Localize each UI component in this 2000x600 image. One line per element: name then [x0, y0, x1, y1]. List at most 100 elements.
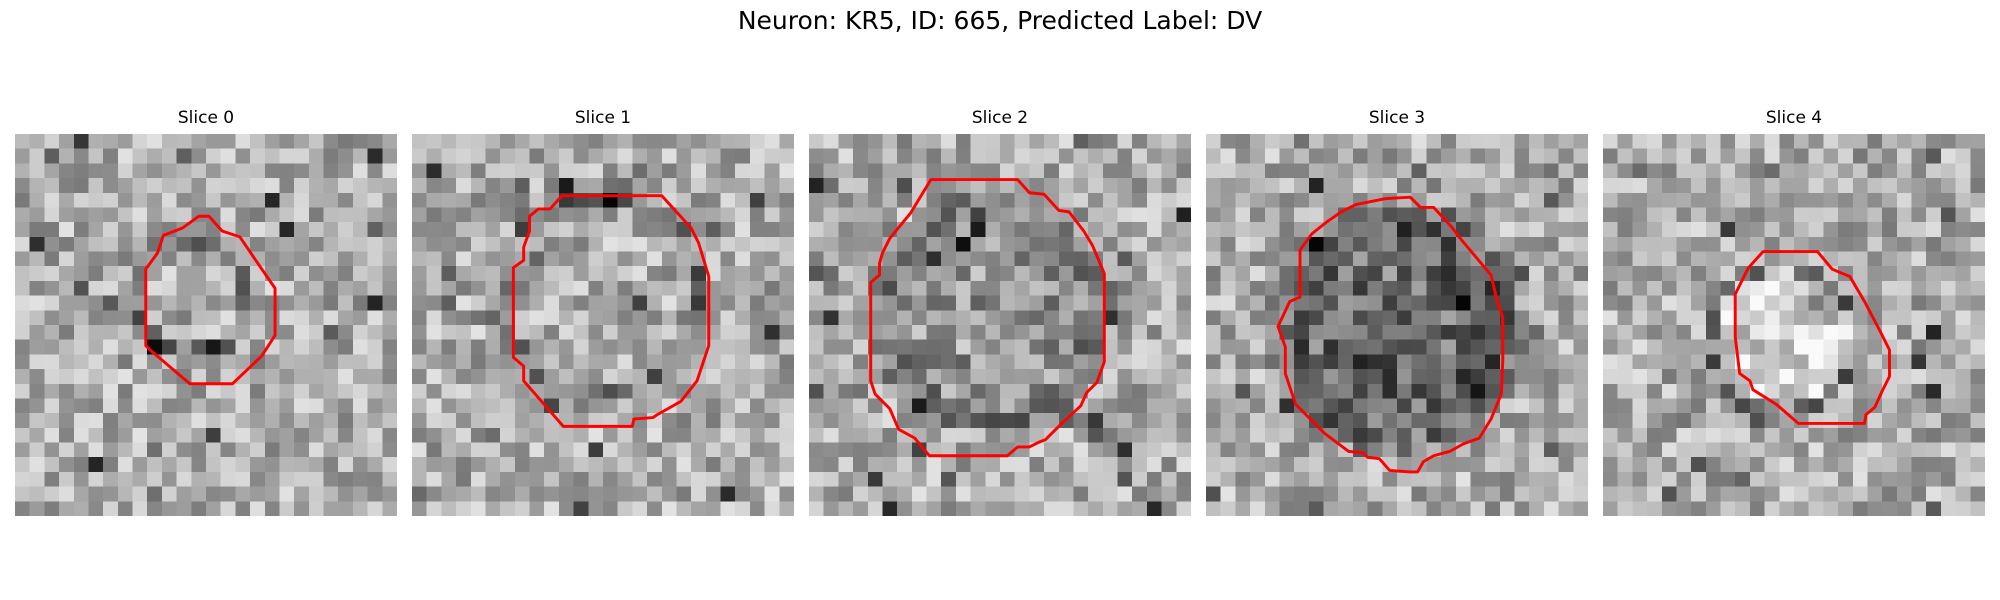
pixel	[117, 501, 133, 516]
pixel	[323, 398, 339, 414]
pixel	[279, 148, 295, 164]
pixel	[1617, 148, 1633, 164]
pixel	[529, 207, 545, 223]
pixel	[1779, 398, 1795, 414]
pixel	[1720, 339, 1736, 355]
pixel	[1735, 471, 1751, 487]
pixel	[1823, 280, 1839, 296]
pixel	[1132, 413, 1148, 429]
pixel	[1808, 266, 1824, 282]
pixel	[1764, 471, 1780, 487]
pixel	[544, 222, 560, 238]
pixel	[1250, 398, 1266, 414]
pixel	[382, 192, 397, 208]
pixel	[1691, 325, 1707, 340]
pixel	[1558, 486, 1574, 502]
pixel	[147, 266, 163, 282]
pixel	[764, 354, 780, 370]
pixel	[456, 354, 472, 370]
pixel	[367, 442, 383, 458]
pixel	[691, 486, 707, 502]
pixel	[1838, 427, 1854, 443]
pixel	[1485, 134, 1501, 149]
pixel	[544, 236, 560, 252]
pixel	[838, 207, 854, 223]
pixel	[206, 236, 221, 252]
pixel	[1161, 148, 1177, 164]
pixel	[1514, 134, 1530, 149]
pixel	[1382, 134, 1398, 149]
pixel	[1867, 266, 1883, 282]
pixel	[1058, 134, 1074, 149]
pixel	[1058, 369, 1074, 385]
pixel	[44, 325, 60, 340]
pixel	[1794, 148, 1809, 164]
pixel	[1058, 398, 1074, 414]
pixel	[1161, 398, 1177, 414]
pixel	[1176, 339, 1191, 355]
pixel	[661, 266, 677, 282]
pixel	[441, 457, 457, 473]
pixel	[44, 369, 60, 385]
pixel	[764, 398, 780, 414]
pixel	[661, 178, 677, 194]
pixel	[1470, 163, 1486, 179]
pixel	[367, 310, 383, 326]
pixel	[1382, 325, 1398, 340]
pixel	[764, 207, 780, 223]
pixel	[1485, 148, 1501, 164]
pixel	[1323, 501, 1339, 516]
pixel	[823, 354, 839, 370]
pixel	[1926, 134, 1942, 149]
pixel	[573, 369, 589, 385]
pixel	[970, 266, 986, 282]
pixel	[573, 354, 589, 370]
pixel	[485, 427, 501, 443]
pixel	[1691, 207, 1707, 223]
pixel	[1852, 486, 1868, 502]
pixel	[1852, 325, 1868, 340]
pixel	[15, 266, 30, 282]
pixel	[250, 398, 266, 414]
pixel	[911, 178, 927, 194]
pixel	[279, 501, 295, 516]
pixel	[500, 427, 516, 443]
pixel	[1514, 236, 1530, 252]
pixel	[1647, 310, 1663, 326]
pixel	[764, 178, 780, 194]
pixel	[1735, 295, 1751, 311]
pixel	[1970, 295, 1985, 311]
pixel	[853, 163, 869, 179]
pixel	[1955, 148, 1971, 164]
pixel	[1603, 457, 1618, 473]
pixel	[1352, 163, 1368, 179]
pixel	[220, 354, 236, 370]
pixel	[352, 178, 368, 194]
pixel	[1382, 295, 1398, 311]
pixel	[1132, 280, 1148, 296]
pixel	[911, 369, 927, 385]
pixel	[117, 134, 133, 149]
pixel	[250, 427, 266, 443]
pixel	[941, 178, 957, 194]
pixel	[132, 222, 148, 238]
pixel	[382, 163, 397, 179]
pixel	[456, 148, 472, 164]
pixel	[1161, 178, 1177, 194]
pixel	[44, 486, 60, 502]
pixel	[1794, 310, 1809, 326]
pixel	[279, 442, 295, 458]
pixel	[1779, 427, 1795, 443]
pixel	[1749, 192, 1765, 208]
pixel	[1691, 192, 1707, 208]
pixel	[941, 192, 957, 208]
pixel	[1896, 457, 1912, 473]
pixel	[911, 163, 927, 179]
pixel	[44, 280, 60, 296]
pixel	[661, 295, 677, 311]
pixel	[426, 442, 442, 458]
pixel	[749, 339, 765, 355]
pixel	[264, 192, 280, 208]
pixel	[529, 280, 545, 296]
pixel	[191, 442, 207, 458]
